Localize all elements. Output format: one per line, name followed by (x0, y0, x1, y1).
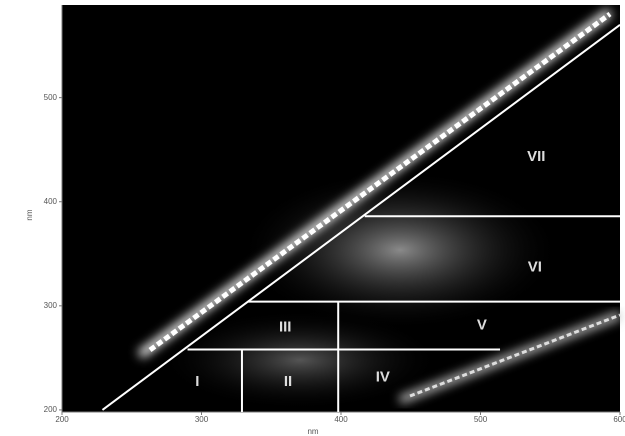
region-label: V (477, 317, 487, 334)
x-tick-label: 400 (334, 415, 348, 424)
region-label: II (284, 373, 292, 390)
region-label: VII (527, 148, 545, 165)
x-tick-label: 300 (195, 415, 209, 424)
y-tick-label: 500 (44, 93, 58, 102)
y-tick-label: 300 (44, 301, 58, 310)
x-tick-label: 600 (613, 415, 625, 424)
chart: nm nm 200300400500600200300400500IIIIIII… (0, 0, 625, 436)
y-axis-label: nm (25, 209, 34, 220)
x-tick-label: 500 (474, 415, 488, 424)
region-label: IV (376, 369, 390, 386)
region-label: VI (528, 258, 542, 275)
x-tick-label: 200 (55, 415, 69, 424)
y-tick-label: 400 (44, 197, 58, 206)
region-label: III (279, 319, 292, 336)
y-tick-label: 200 (44, 405, 58, 414)
region-label: I (195, 373, 199, 390)
x-axis-label: nm (307, 427, 318, 436)
